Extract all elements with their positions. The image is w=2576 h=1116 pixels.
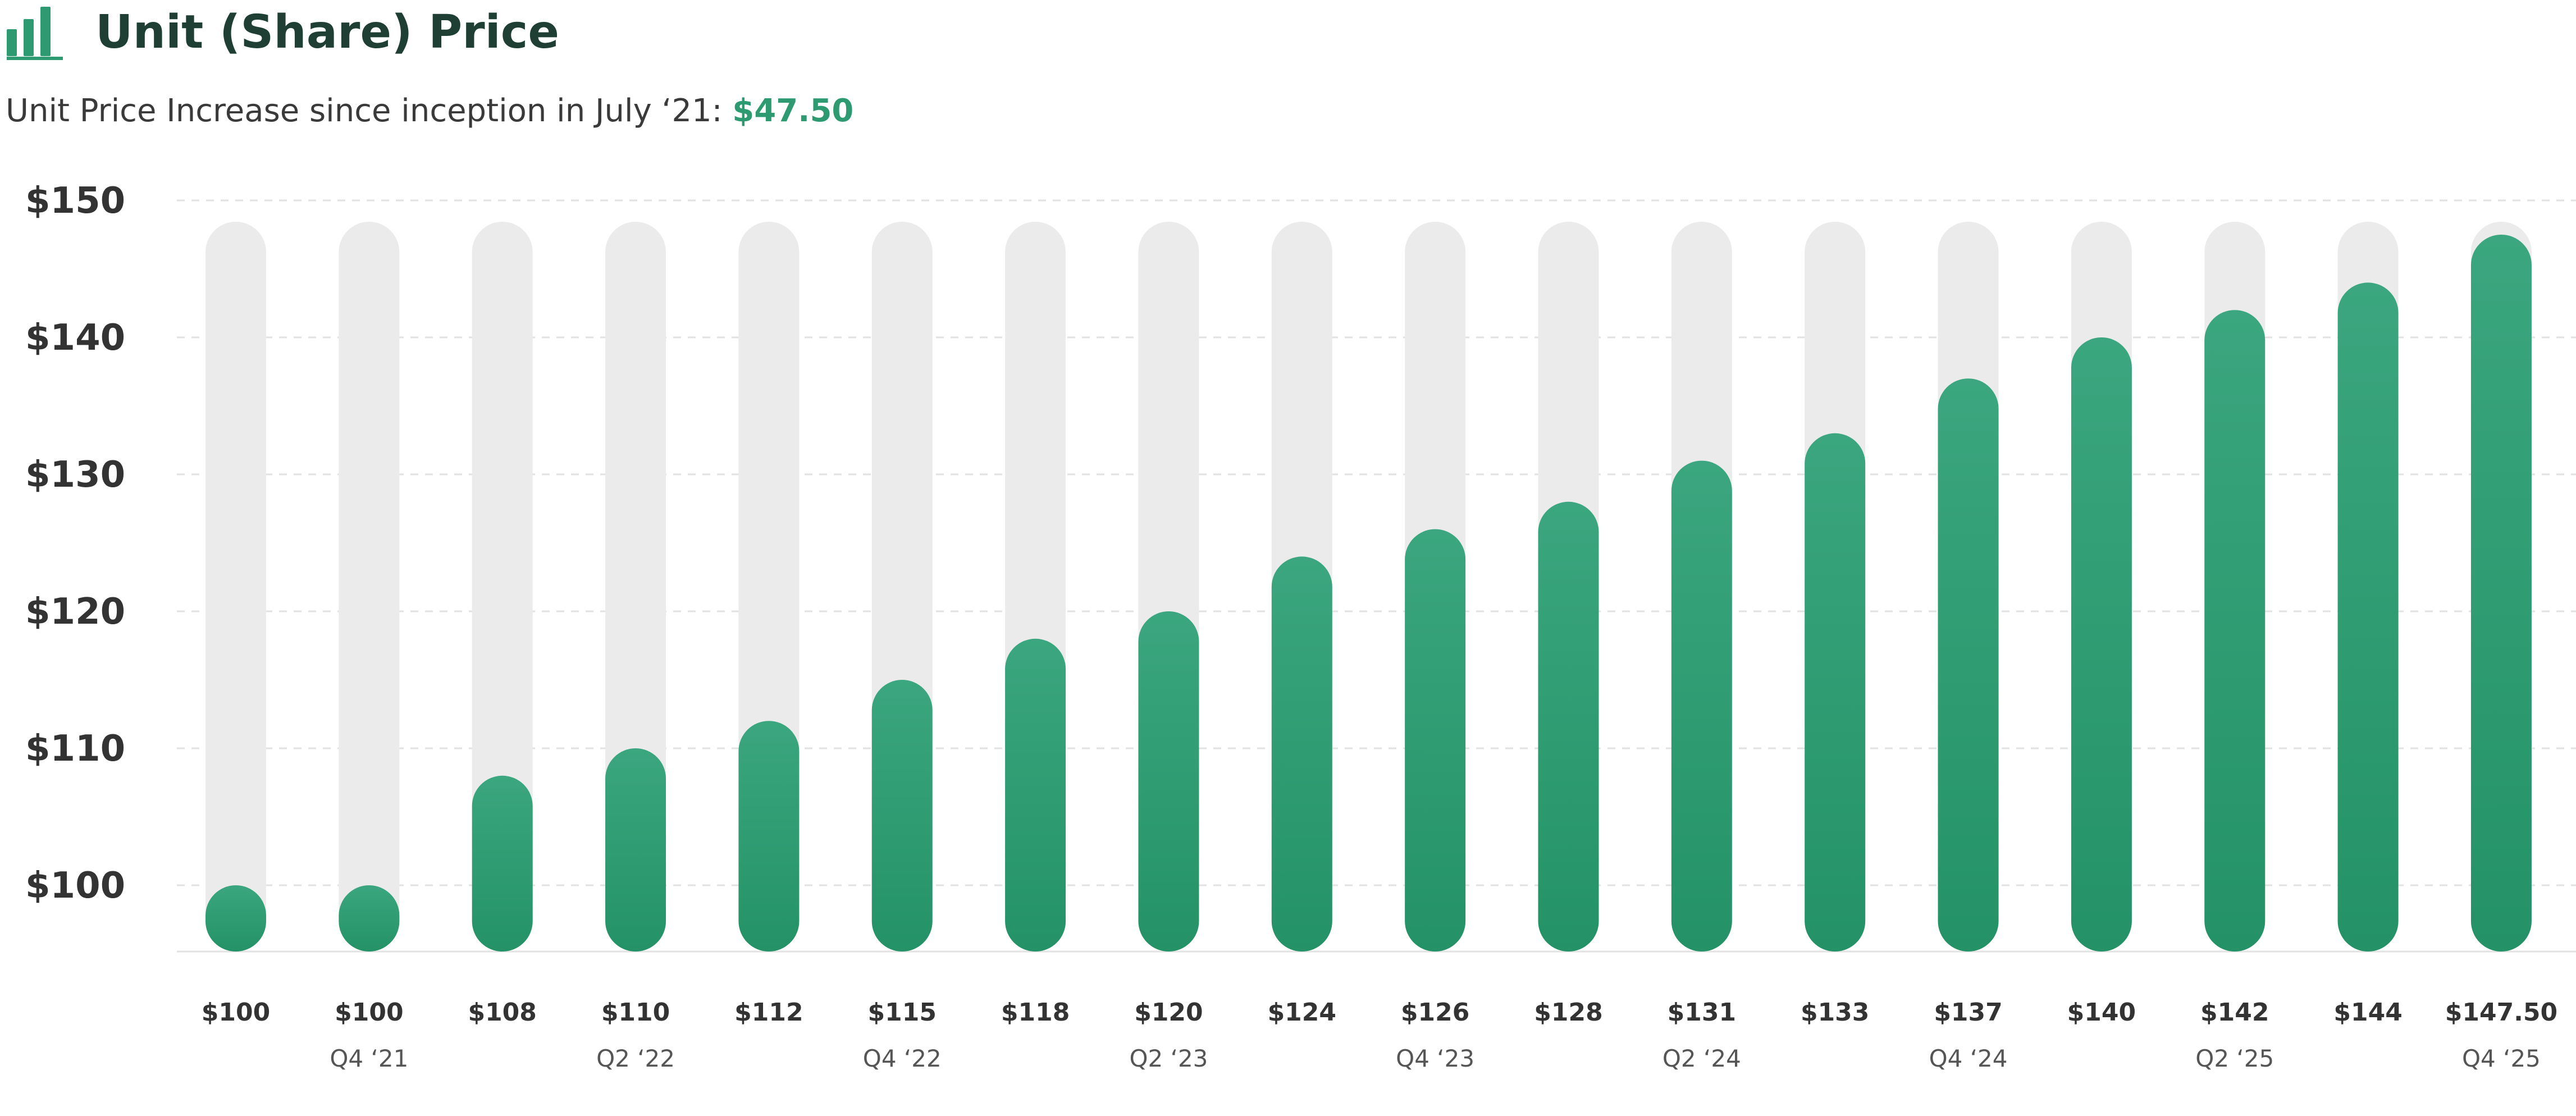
x-tick-label: Q4 ‘25 bbox=[2462, 1045, 2541, 1072]
bar bbox=[1538, 501, 1599, 952]
value-label: $126 bbox=[1401, 998, 1469, 1027]
x-tick-label: Q2 ‘22 bbox=[596, 1045, 675, 1072]
page-title: Unit (Share) Price bbox=[95, 6, 560, 59]
subtitle-text: Unit Price Increase since inception in J… bbox=[6, 93, 723, 129]
icon-bar-2 bbox=[24, 19, 34, 56]
icon-baseline bbox=[7, 57, 63, 60]
x-axis: $100 $100 Q4 ‘21 $108 $110 Q2 ‘22 $112 $115 Q4 ‘… bbox=[202, 998, 2557, 1072]
value-label: $108 bbox=[468, 998, 536, 1027]
subtitle: Unit Price Increase since inception in J… bbox=[6, 91, 853, 131]
value-label: $144 bbox=[2333, 998, 2402, 1027]
bar-track bbox=[205, 222, 266, 952]
bar bbox=[1271, 556, 1332, 952]
x-tick-label: Q4 ‘23 bbox=[1396, 1045, 1474, 1072]
bar bbox=[1671, 460, 1732, 952]
value-label: $124 bbox=[1268, 998, 1336, 1027]
value-label: $112 bbox=[734, 998, 803, 1027]
y-tick-label: $100 bbox=[25, 865, 125, 907]
bar bbox=[738, 721, 800, 952]
icon-bar-3 bbox=[40, 7, 51, 56]
value-label: $110 bbox=[601, 998, 670, 1027]
bar-track bbox=[472, 222, 533, 952]
subtitle-value: $47.50 bbox=[732, 93, 854, 129]
gridlines bbox=[177, 199, 2576, 953]
bar bbox=[2204, 310, 2266, 952]
bar-track bbox=[339, 222, 400, 952]
bar-chart-icon bbox=[7, 7, 63, 60]
x-tick-label: Q2 ‘24 bbox=[1662, 1045, 1741, 1072]
value-label: $140 bbox=[2067, 998, 2136, 1027]
value-label: $147.50 bbox=[2445, 998, 2557, 1027]
value-label: $133 bbox=[1801, 998, 1869, 1027]
x-tick-label: Q2 ‘25 bbox=[2195, 1045, 2274, 1072]
bar bbox=[472, 775, 533, 952]
bar bbox=[1405, 529, 1466, 952]
bar bbox=[205, 885, 266, 952]
value-label: $137 bbox=[1934, 998, 2002, 1027]
value-label: $142 bbox=[2200, 998, 2269, 1027]
y-tick-label: $120 bbox=[25, 591, 125, 633]
value-label: $115 bbox=[868, 998, 937, 1027]
y-axis: $100 $110 $120 $130 $140 $150 bbox=[25, 180, 125, 907]
x-tick-label: Q4 ‘21 bbox=[330, 1045, 408, 1072]
y-tick-label: $150 bbox=[25, 180, 125, 222]
bar bbox=[605, 748, 666, 952]
value-label: $118 bbox=[1001, 998, 1070, 1027]
y-tick-label: $130 bbox=[25, 454, 125, 496]
bar bbox=[339, 885, 400, 952]
bars bbox=[205, 222, 2532, 952]
x-tick-label: Q4 ‘24 bbox=[1929, 1045, 2008, 1072]
x-tick-label: Q4 ‘22 bbox=[863, 1045, 942, 1072]
y-tick-label: $140 bbox=[25, 317, 125, 359]
value-label: $131 bbox=[1668, 998, 1736, 1027]
bar bbox=[2071, 337, 2132, 952]
bar bbox=[1805, 433, 1866, 952]
y-tick-label: $110 bbox=[25, 728, 125, 770]
bar bbox=[1138, 611, 1199, 952]
bar bbox=[2470, 235, 2532, 952]
bar bbox=[1005, 638, 1066, 952]
x-tick-label: Q2 ‘23 bbox=[1129, 1045, 1208, 1072]
bar bbox=[2337, 282, 2399, 952]
value-label: $100 bbox=[335, 998, 403, 1027]
bar bbox=[1938, 378, 1999, 952]
value-label: $128 bbox=[1534, 998, 1602, 1027]
value-label: $120 bbox=[1134, 998, 1203, 1027]
value-label: $100 bbox=[202, 998, 270, 1027]
icon-bar-1 bbox=[7, 29, 17, 56]
bar bbox=[871, 680, 933, 952]
